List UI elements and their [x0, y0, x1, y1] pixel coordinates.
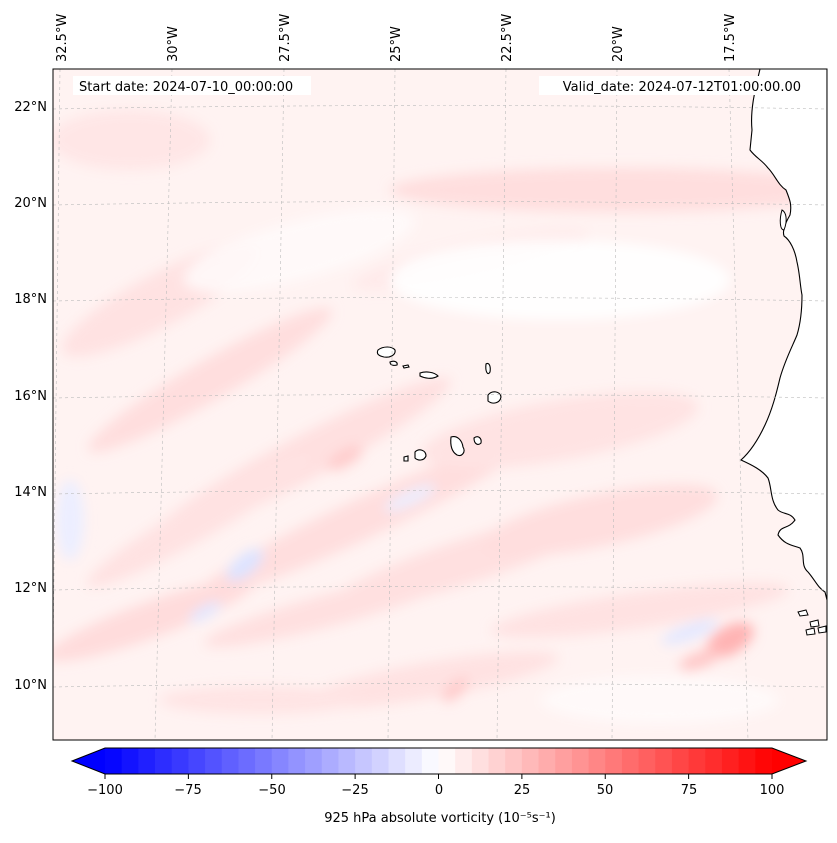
colorbar-cell — [155, 748, 173, 774]
colorbar-cell — [355, 748, 373, 774]
colorbar-cell — [271, 748, 289, 774]
colorbar-cell — [288, 748, 306, 774]
lon-label: 27.5°W — [278, 14, 293, 62]
start-date-box — [73, 76, 311, 95]
lon-label: 17.5°W — [723, 14, 738, 62]
colorbar-cell — [138, 748, 156, 774]
lat-label: 10°N — [14, 678, 47, 693]
colorbar-cell — [588, 748, 606, 774]
colorbar-tick-label: 0 — [435, 783, 443, 798]
colorbar-cell — [521, 748, 539, 774]
colorbar-cell — [371, 748, 389, 774]
colorbar-cell — [705, 748, 723, 774]
gridlines — [53, 69, 827, 740]
cape-verde-islands — [376, 346, 502, 462]
colorbar-cell — [388, 748, 406, 774]
lat-label: 14°N — [14, 485, 47, 500]
meridian-line — [271, 69, 285, 740]
lat-label: 16°N — [14, 389, 47, 404]
parallel-line — [53, 490, 827, 495]
africa-landmass — [740, 69, 827, 601]
start-date-label: Start date: 2024-07-10_00:00:00 — [79, 80, 293, 95]
colorbar-cell — [488, 748, 506, 774]
vorticity-field — [53, 69, 827, 740]
lon-label: 25°W — [389, 26, 404, 62]
colorbar-cell — [105, 748, 123, 774]
colorbar-cell — [555, 748, 573, 774]
lon-label: 30°W — [166, 26, 181, 62]
meridian-line — [728, 69, 749, 740]
colorbar-cell — [605, 748, 623, 774]
lat-label: 12°N — [14, 581, 47, 596]
colorbar-label: 925 hPa absolute vorticity (10⁻⁵s⁻¹) — [324, 811, 556, 826]
colorbar-cell — [321, 748, 339, 774]
colorbar-cell — [471, 748, 489, 774]
colorbar-cell — [255, 748, 273, 774]
colorbar-tick-label: −100 — [87, 783, 123, 798]
meridian-line — [496, 69, 507, 740]
parallel-line — [53, 586, 827, 591]
colorbar-cell — [338, 748, 356, 774]
lat-label: 18°N — [14, 292, 47, 307]
colorbar-cells — [72, 748, 806, 774]
colorbar-tick-label: −25 — [341, 783, 368, 798]
colorbar-ticks — [104, 774, 773, 779]
lat-label: 20°N — [14, 196, 47, 211]
parallel-line — [53, 683, 827, 688]
parallel-line — [53, 105, 827, 110]
lat-label: 22°N — [14, 100, 47, 115]
lon-label: 32.5°W — [55, 14, 70, 62]
colorbar-cell — [721, 748, 740, 774]
parallel-line — [53, 297, 827, 302]
colorbar-cell — [221, 748, 239, 774]
colorbar-tick-label: −75 — [174, 783, 201, 798]
parallel-line — [53, 201, 827, 206]
valid-date-box — [539, 76, 807, 95]
colorbar-cell — [455, 748, 473, 774]
longitude-labels: 32.5°W 30°W 27.5°W 25°W 22.5°W 20°W 17.5… — [55, 14, 738, 62]
colorbar-extend-max — [772, 748, 806, 774]
meridian-line — [387, 69, 396, 740]
valid-date-label: Valid_date: 2024-07-12T01:00:00.00 — [563, 80, 801, 95]
colorbar-tick-label: −50 — [258, 783, 285, 798]
colorbar-cell — [421, 748, 439, 774]
map-frame — [52, 68, 828, 741]
lon-label: 22.5°W — [500, 14, 515, 62]
coastal-islands — [779, 209, 827, 636]
colorbar-tick-label: 25 — [514, 783, 531, 798]
colorbar: −100 −75 −50 −25 0 25 50 75 100 925 hPa … — [70, 747, 808, 826]
colorbar-tick-labels: −100 −75 −50 −25 0 25 50 75 100 — [87, 783, 784, 798]
meridian-line — [611, 69, 618, 740]
colorbar-cell — [571, 748, 589, 774]
colorbar-tick-label: 75 — [681, 783, 698, 798]
colorbar-extend-min — [72, 748, 105, 774]
colorbar-cell — [405, 748, 423, 774]
colorbar-cell — [621, 748, 639, 774]
colorbar-cell — [238, 748, 256, 774]
lon-label: 20°W — [611, 26, 626, 62]
colorbar-cell — [671, 748, 690, 774]
colorbar-cell — [655, 748, 673, 774]
colorbar-cell — [121, 748, 139, 774]
colorbar-cell — [505, 748, 523, 774]
colorbar-cell — [305, 748, 323, 774]
parallel-line — [53, 394, 827, 399]
colorbar-cell — [538, 748, 556, 774]
colorbar-tick-label: 50 — [597, 783, 614, 798]
colorbar-cell — [688, 748, 706, 774]
latitude-labels: 22°N 20°N 18°N 16°N 14°N 12°N 10°N — [14, 100, 47, 693]
colorbar-cell — [171, 748, 189, 774]
meridian-line — [154, 69, 173, 740]
colorbar-cell — [738, 748, 756, 774]
colorbar-cell — [638, 748, 656, 774]
colorbar-cell — [438, 748, 456, 774]
colorbar-cell — [205, 748, 223, 774]
colorbar-tick-label: 100 — [760, 783, 785, 798]
colorbar-cell — [755, 748, 773, 774]
colorbar-cell — [188, 748, 206, 774]
